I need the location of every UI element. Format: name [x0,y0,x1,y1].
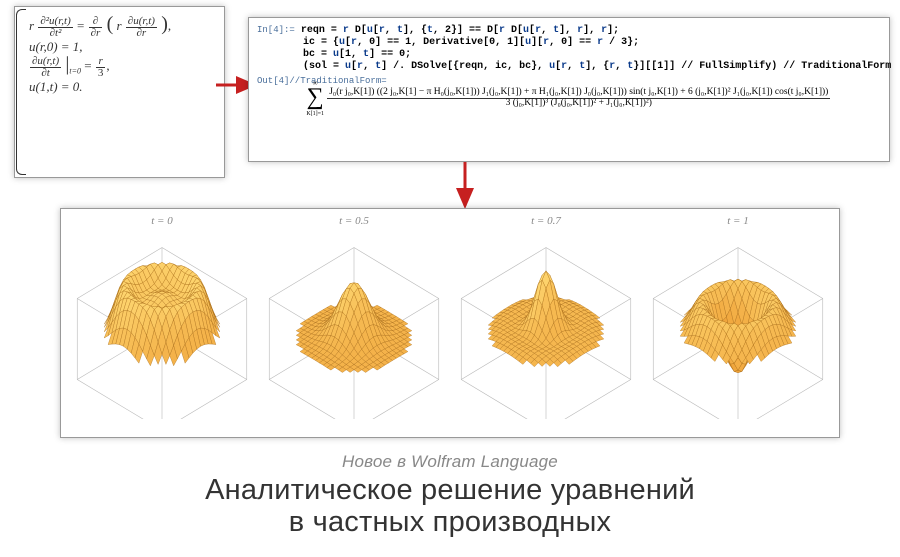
pde-system-box: r ∂²u(r,t)∂t² = ∂∂r ( r ∂u(r,t)∂r ), u(r… [14,6,225,178]
title-line-2: в частных производных [289,506,611,538]
plot-cell-1: t = 0.5 [261,215,447,427]
eq1-iden: ∂r [126,28,157,39]
eq3-rden: 3 [96,68,106,79]
plot3d-3 [645,229,831,419]
pde-eq4: u(1,t) = 0. [29,80,220,94]
eq1-icoef: r [116,18,121,33]
plot-grid: t = 0 t = 0.5 t = 0.7 t = 1 [60,208,840,438]
plot3d-0 [69,229,255,419]
pde-eq1: r ∂²u(r,t)∂t² = ∂∂r ( r ∂u(r,t)∂r ), [29,14,220,39]
pde-eq3: ∂u(r,t)∂t |t=0 = r3, [29,54,220,79]
plot-title-3: t = 1 [727,215,748,227]
series-num: J₀(r j₀,K[1]) ((2 j₀,K[1] − π H₀(j₀,K[1]… [327,88,830,99]
subtitle: Новое в Wolfram Language [0,452,900,472]
mathematica-cell: In[4]:= reqn = r D[u[r, t], {t, 2}] == D… [248,17,890,162]
plot3d-1 [261,229,447,419]
plot-title-1: t = 0.5 [339,215,369,227]
sigma-bot: K[1]=1 [303,112,328,117]
input-label: In[4]:= [257,25,295,35]
main-title: Аналитическое решение уравнений в частны… [0,474,900,539]
eq1-coef: r [29,18,34,33]
sigma-top: ∞ [307,81,324,87]
code-line-1: In[4]:= reqn = r D[u[r, t], {t, 2}] == D… [257,25,881,36]
plot-title-2: t = 0.7 [531,215,561,227]
code-line-3: bc = u[1, t] == 0; [303,49,881,60]
code-line-2: ic = {u[r, 0] == 1, Derivative[0, 1][u][… [303,37,881,48]
eq3-num: ∂u(r,t) [30,56,61,68]
eq1-inum: ∂u(r,t) [126,16,157,28]
eq1-rden: ∂r [89,28,103,39]
eq3-sub: t=0 [69,67,81,76]
code-line-4: (sol = u[r, t] /. DSolve[{reqn, ic, bc},… [303,61,881,72]
output-label: Out[4]//TraditionalForm= [257,76,881,86]
sigma-symbol: ∑∞K[1]=1 [307,88,324,107]
arrow-code-to-plots [450,160,480,214]
eq3-den: ∂t [30,68,61,79]
brace-left [16,9,26,175]
eq1-num: ∂²u(r,t) [38,16,72,28]
eq1-den: ∂t² [38,28,72,39]
series-den: 3 (j₀,K[1])³ (J₀(j₀,K[1])² + J₁(j₀,K[1])… [327,99,830,109]
plot-cell-3: t = 1 [645,215,831,427]
series-output: ∑∞K[1]=1 J₀(r j₀,K[1]) ((2 j₀,K[1] − π H… [257,88,881,108]
title-line-1: Аналитическое решение уравнений [205,474,695,506]
eq1-rnum: ∂ [89,16,103,28]
plot-cell-2: t = 0.7 [453,215,639,427]
plot3d-2 [453,229,639,419]
plot-cell-0: t = 0 [69,215,255,427]
pde-eq2: u(r,0) = 1, [29,40,220,54]
eq3-rnum: r [96,56,106,68]
plot-title-0: t = 0 [151,215,172,227]
